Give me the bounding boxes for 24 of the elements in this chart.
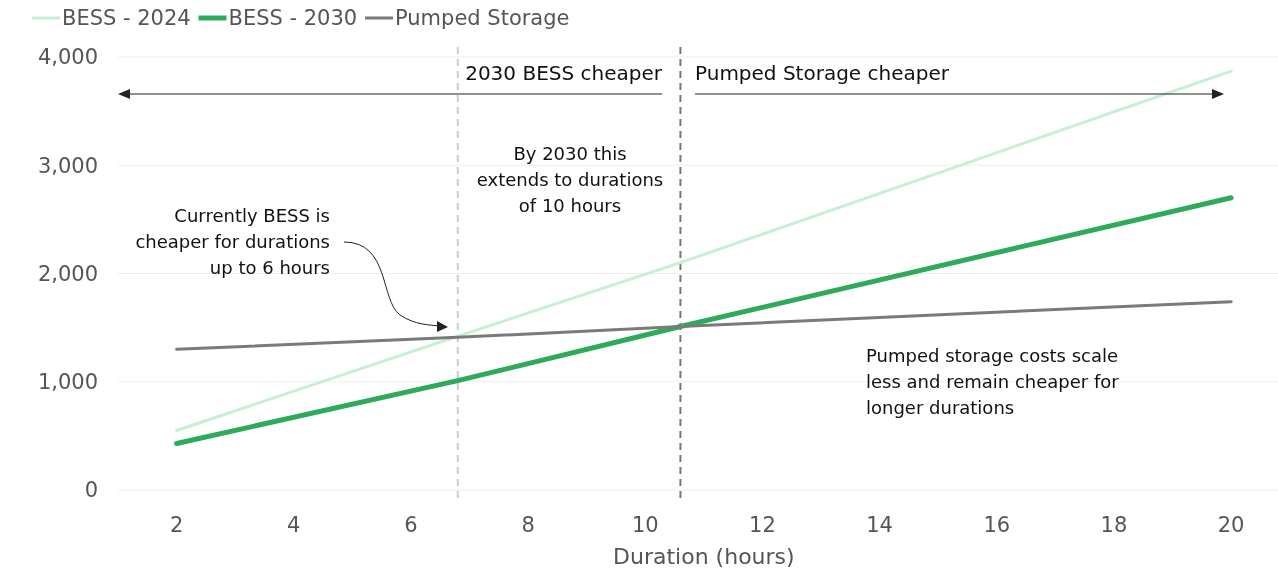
x-tick-label: 6 <box>404 513 418 537</box>
x-tick-label: 18 <box>1100 513 1128 537</box>
annotation: Currently BESS is cheaper for durations up to 6 hours <box>135 205 330 278</box>
x-tick-label: 16 <box>983 513 1011 537</box>
y-tick-label: 0 <box>84 478 98 503</box>
annotation: 2030 BESS cheaper <box>465 61 663 85</box>
legend-label: BESS - 2030 <box>228 6 358 31</box>
x-tick-label: 12 <box>749 513 776 537</box>
legend-label: Pumped Storage <box>395 6 570 31</box>
x-tick-label: 10 <box>631 513 659 537</box>
annotation: Pumped Storage cheaper <box>695 61 950 85</box>
x-tick-label: 4 <box>287 513 301 537</box>
y-tick-label: 4,000 <box>37 45 98 70</box>
annotation: By 2030 this extends to durations of 10 hours <box>476 143 664 216</box>
x-tick-label: 14 <box>866 513 893 537</box>
x-tick-label: 8 <box>521 513 535 537</box>
y-tick-label: 3,000 <box>37 153 98 178</box>
y-tick-label: 1,000 <box>37 370 98 395</box>
annotation: Pumped storage costs scale less and remain cheaper for longer durations <box>866 345 1120 418</box>
y-tick-label: 2,000 <box>37 261 98 286</box>
x-tick-label: 2 <box>169 513 184 537</box>
legend-label: BESS - 2024 <box>62 6 191 31</box>
x-axis-title: Duration (hours) <box>613 544 795 569</box>
x-tick-label: 20 <box>1217 513 1245 537</box>
